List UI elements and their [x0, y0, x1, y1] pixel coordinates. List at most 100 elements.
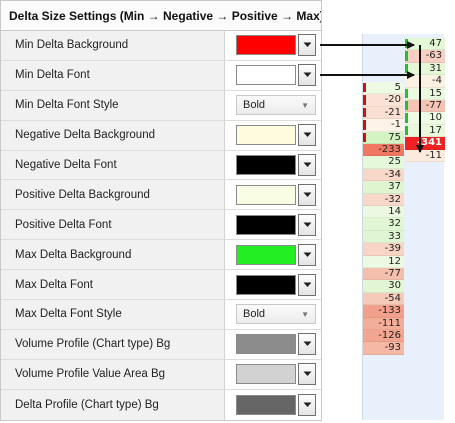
setting-row: Negative Delta Font	[1, 150, 321, 181]
setting-label: Min Delta Background	[1, 31, 225, 60]
setting-row: Delta Profile (Chart type) Bg	[1, 389, 321, 420]
color-dropdown-button[interactable]	[298, 363, 316, 386]
setting-label: Min Delta Font	[1, 60, 225, 90]
setting-row: Positive Delta Font	[1, 210, 321, 241]
color-picker[interactable]	[236, 154, 316, 176]
chevron-down-icon	[303, 341, 311, 347]
color-picker[interactable]	[236, 243, 316, 266]
color-picker[interactable]	[236, 363, 316, 386]
delta-bar-marker	[363, 95, 366, 105]
setting-value	[225, 31, 321, 60]
delta-value: 47	[429, 38, 442, 49]
font-style-value: Bold	[243, 99, 266, 112]
setting-label: Positive Delta Background	[1, 180, 225, 210]
delta-cell: 25	[363, 156, 404, 169]
delta-cell: -11	[405, 149, 445, 162]
color-dropdown-button[interactable]	[298, 273, 316, 296]
delta-cell: -34	[363, 168, 404, 182]
color-dropdown-button[interactable]	[298, 243, 316, 266]
color-swatch[interactable]	[236, 214, 296, 235]
font-style-select[interactable]: Bold ▼	[236, 95, 316, 116]
delta-cell: -133	[363, 305, 404, 318]
setting-row: Volume Profile Value Area Bg	[1, 359, 321, 390]
delta-cell: 14	[363, 206, 404, 219]
color-swatch[interactable]	[236, 125, 296, 146]
delta-bar-marker	[363, 132, 366, 142]
setting-row: Min Delta Background	[1, 31, 321, 61]
delta-bar-marker	[405, 125, 408, 136]
setting-row: Max Delta Font	[1, 270, 321, 301]
delta-cell: -21	[363, 106, 404, 120]
delta-cell: 30	[363, 280, 404, 293]
chevron-down-icon	[303, 162, 311, 167]
delta-cell: -20	[363, 94, 404, 107]
delta-bar-marker	[405, 88, 408, 98]
setting-label: Delta Profile (Chart type) Bg	[1, 389, 225, 420]
delta-value: -21	[384, 106, 401, 118]
setting-label: Positive Delta Font	[1, 210, 225, 240]
color-picker[interactable]	[236, 124, 316, 147]
setting-label: Max Delta Font Style	[1, 300, 225, 329]
color-dropdown-button[interactable]	[298, 183, 316, 206]
delta-cell: 15	[405, 87, 445, 100]
setting-label: Volume Profile (Chart type) Bg	[1, 329, 225, 359]
color-swatch[interactable]	[236, 394, 296, 415]
delta-column-preview: 5 -20 -21 -1 75 -233 25 -34 37 -32 14 32 33 -39 12 -77 3…	[362, 34, 445, 420]
color-picker[interactable]	[236, 34, 316, 57]
color-swatch[interactable]	[236, 155, 296, 175]
delta-bar-marker	[363, 83, 366, 93]
delta-bar-marker	[405, 113, 408, 123]
setting-row: Min Delta Font Style Bold ▼	[1, 90, 321, 121]
delta-cell: 75	[363, 131, 404, 144]
setting-label: Min Delta Font Style	[1, 90, 225, 120]
delta-cell: 5	[363, 82, 404, 95]
color-dropdown-button[interactable]	[298, 213, 316, 236]
delta-cell: -233	[363, 144, 404, 157]
delta-value: -20	[384, 94, 401, 106]
color-dropdown-button[interactable]	[298, 393, 316, 416]
delta-cell: -4	[405, 75, 445, 88]
color-swatch[interactable]	[236, 244, 296, 265]
color-swatch[interactable]	[236, 364, 296, 385]
color-dropdown-button[interactable]	[298, 64, 316, 87]
settings-rows: Min Delta Background Min Delta Font Min De…	[1, 31, 321, 420]
delta-value: 32	[388, 218, 401, 230]
delta-value: 31	[429, 62, 442, 74]
delta-bar-marker	[363, 107, 366, 118]
chevron-down-icon	[303, 282, 311, 287]
color-picker[interactable]	[236, 64, 316, 87]
delta-cell: -111	[363, 317, 404, 330]
delta-value: -111	[378, 317, 401, 329]
color-swatch[interactable]	[236, 184, 296, 205]
color-dropdown-button[interactable]	[298, 154, 316, 176]
setting-value	[225, 60, 321, 90]
delta-value: 25	[388, 156, 401, 168]
color-picker[interactable]	[236, 393, 316, 416]
setting-row: Positive Delta Background	[1, 180, 321, 211]
color-picker[interactable]	[236, 333, 316, 356]
chevron-down-icon: ▼	[301, 309, 309, 319]
delta-value: -341	[416, 137, 442, 149]
delta-value: -77	[425, 100, 442, 111]
setting-value: Bold ▼	[225, 90, 321, 120]
delta-cell: 47	[405, 38, 445, 51]
color-swatch[interactable]	[236, 334, 296, 355]
delta-value: -54	[384, 292, 401, 304]
color-picker[interactable]	[236, 213, 316, 236]
color-picker[interactable]	[236, 273, 316, 296]
delta-value: -32	[384, 193, 401, 205]
color-swatch[interactable]	[236, 35, 296, 56]
color-dropdown-button[interactable]	[298, 34, 316, 57]
delta-cell: 37	[363, 181, 404, 194]
color-swatch[interactable]	[236, 274, 296, 295]
delta-cell: 33	[363, 230, 404, 244]
color-dropdown-button[interactable]	[298, 124, 316, 147]
setting-label: Volume Profile Value Area Bg	[1, 359, 225, 389]
color-picker[interactable]	[236, 183, 316, 206]
delta-value: -11	[425, 149, 442, 161]
chevron-down-icon: ▼	[301, 100, 309, 110]
color-swatch[interactable]	[236, 65, 296, 86]
font-style-select[interactable]: Bold ▼	[236, 304, 316, 325]
color-dropdown-button[interactable]	[298, 333, 316, 356]
chevron-down-icon	[303, 371, 311, 377]
